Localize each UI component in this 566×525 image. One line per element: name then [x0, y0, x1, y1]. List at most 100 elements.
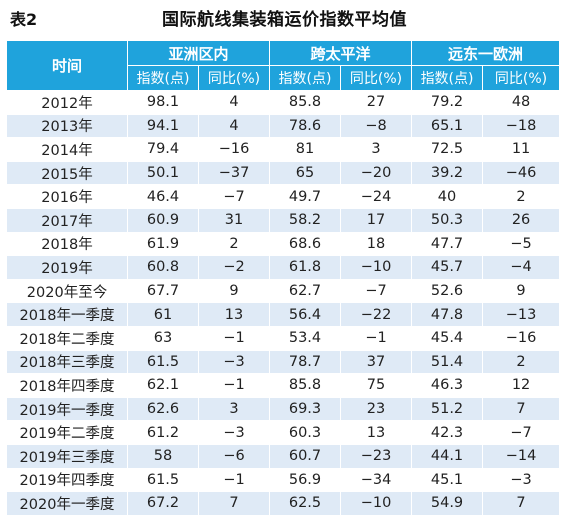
header-yoy: 同比(%) [482, 65, 561, 91]
table-row: 2018年四季度 62.1 −1 85.8 75 46.3 12 [6, 373, 561, 398]
cell-transpacific-yoy: −10 [340, 491, 413, 516]
cell-transpacific-yoy: −7 [340, 278, 413, 304]
cell-period: 2019年二季度 [6, 420, 128, 445]
cell-europe-yoy: 2 [482, 349, 561, 375]
header-group-intra-asia: 亚洲区内 [126, 40, 271, 66]
cell-transpacific-yoy: 37 [340, 349, 413, 375]
cell-period: 2018年 [6, 231, 128, 257]
cell-period: 2015年 [6, 160, 128, 186]
cell-europe-index: 47.8 [411, 302, 484, 327]
table-row: 2015年 50.1 −37 65 −20 39.2 −46 [6, 160, 561, 186]
cell-asia-index: 61.5 [127, 349, 199, 375]
table-row: 2019年 60.8 −2 61.8 −10 45.7 −4 [6, 255, 561, 280]
cell-transpacific-index: 85.8 [269, 90, 342, 115]
cell-asia-yoy: −1 [197, 467, 271, 493]
cell-period: 2018年三季度 [6, 349, 128, 375]
cell-asia-index: 61 [127, 302, 199, 327]
cell-transpacific-index: 56.4 [269, 302, 342, 327]
cell-period: 2020年至今 [6, 278, 128, 304]
cell-europe-yoy: 12 [482, 373, 561, 398]
table-row: 2019年二季度 61.2 −3 60.3 13 42.3 −7 [6, 420, 561, 445]
cell-transpacific-index: 58.2 [269, 207, 342, 233]
header-group-far-east-europe: 远东一欧洲 [411, 40, 561, 66]
cell-period: 2018年二季度 [6, 325, 128, 351]
cell-europe-yoy: 48 [482, 90, 561, 115]
cell-asia-index: 67.2 [127, 491, 199, 516]
cell-transpacific-yoy: −10 [340, 255, 413, 280]
cell-transpacific-index: 78.6 [269, 113, 342, 139]
cell-europe-index: 79.2 [411, 90, 484, 115]
cell-period: 2018年一季度 [6, 302, 128, 327]
cell-asia-index: 62.6 [127, 396, 199, 422]
cell-asia-yoy: 2 [197, 231, 271, 257]
cell-asia-yoy: −1 [197, 373, 271, 398]
table-row: 2018年三季度 61.5 −3 78.7 37 51.4 2 [6, 349, 561, 375]
cell-asia-yoy: 4 [197, 113, 271, 139]
cell-asia-index: 67.7 [127, 278, 199, 304]
cell-asia-yoy: −3 [197, 349, 271, 375]
cell-period: 2019年四季度 [6, 467, 128, 493]
cell-transpacific-index: 69.3 [269, 396, 342, 422]
cell-transpacific-yoy: 27 [340, 90, 413, 115]
cell-transpacific-yoy: −24 [340, 184, 413, 209]
cell-transpacific-yoy: 18 [340, 231, 413, 257]
cell-asia-index: 58 [127, 443, 199, 469]
cell-asia-yoy: 31 [197, 207, 271, 233]
table-row: 2019年三季度 58 −6 60.7 −23 44.1 −14 [6, 443, 561, 469]
cell-asia-index: 62.1 [127, 373, 199, 398]
table-row: 2016年 46.4 −7 49.7 −24 40 2 [6, 184, 561, 209]
cell-transpacific-yoy: −34 [340, 467, 413, 493]
cell-europe-yoy: −18 [482, 113, 561, 139]
cell-transpacific-index: 49.7 [269, 184, 342, 209]
cell-transpacific-index: 61.8 [269, 255, 342, 280]
table-row: 2017年 60.9 31 58.2 17 50.3 26 [6, 207, 561, 233]
cell-asia-yoy: −16 [197, 137, 271, 162]
cell-transpacific-index: 78.7 [269, 349, 342, 375]
table-row: 2018年 61.9 2 68.6 18 47.7 −5 [6, 231, 561, 257]
header-yoy: 同比(%) [340, 65, 413, 91]
cell-europe-index: 50.3 [411, 207, 484, 233]
cell-transpacific-yoy: −1 [340, 325, 413, 351]
cell-transpacific-yoy: −23 [340, 443, 413, 469]
header-index: 指数(点) [127, 65, 199, 91]
cell-asia-yoy: 4 [197, 90, 271, 115]
header-index: 指数(点) [269, 65, 342, 91]
cell-europe-yoy: 9 [482, 278, 561, 304]
cell-period: 2019年三季度 [6, 443, 128, 469]
cell-europe-yoy: 7 [482, 491, 561, 516]
table-row: 2012年 98.1 4 85.8 27 79.2 48 [6, 90, 561, 115]
header-group-transpacific: 跨太平洋 [269, 40, 413, 66]
cell-transpacific-yoy: 75 [340, 373, 413, 398]
cell-asia-index: 61.2 [127, 420, 199, 445]
cell-asia-yoy: 13 [197, 302, 271, 327]
cell-period: 2018年四季度 [6, 373, 128, 398]
cell-period: 2013年 [6, 113, 128, 139]
cell-europe-index: 65.1 [411, 113, 484, 139]
cell-period: 2020年一季度 [6, 491, 128, 516]
cell-europe-yoy: −7 [482, 420, 561, 445]
cell-europe-yoy: −3 [482, 467, 561, 493]
cell-asia-index: 61.9 [127, 231, 199, 257]
cell-asia-yoy: 3 [197, 396, 271, 422]
cell-europe-index: 45.7 [411, 255, 484, 280]
cell-transpacific-index: 53.4 [269, 325, 342, 351]
table-title: 国际航线集装箱运价指数平均值 [162, 10, 407, 30]
cell-europe-index: 46.3 [411, 373, 484, 398]
table-row: 2019年一季度 62.6 3 69.3 23 51.2 7 [6, 396, 561, 422]
cell-europe-index: 52.6 [411, 278, 484, 304]
cell-transpacific-yoy: −20 [340, 160, 413, 186]
cell-transpacific-yoy: 17 [340, 207, 413, 233]
cell-transpacific-index: 56.9 [269, 467, 342, 493]
cell-europe-yoy: −46 [482, 160, 561, 186]
cell-europe-yoy: −4 [482, 255, 561, 280]
cell-asia-index: 94.1 [127, 113, 199, 139]
cell-europe-index: 72.5 [411, 137, 484, 162]
table-row: 2013年 94.1 4 78.6 −8 65.1 −18 [6, 113, 561, 139]
cell-transpacific-index: 81 [269, 137, 342, 162]
cell-europe-yoy: −5 [482, 231, 561, 257]
cell-asia-index: 98.1 [127, 90, 199, 115]
cell-transpacific-index: 60.7 [269, 443, 342, 469]
cell-europe-index: 40 [411, 184, 484, 209]
cell-transpacific-index: 65 [269, 160, 342, 186]
cell-europe-index: 44.1 [411, 443, 484, 469]
